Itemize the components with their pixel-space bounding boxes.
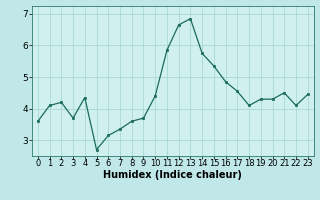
X-axis label: Humidex (Indice chaleur): Humidex (Indice chaleur) [103,170,242,180]
